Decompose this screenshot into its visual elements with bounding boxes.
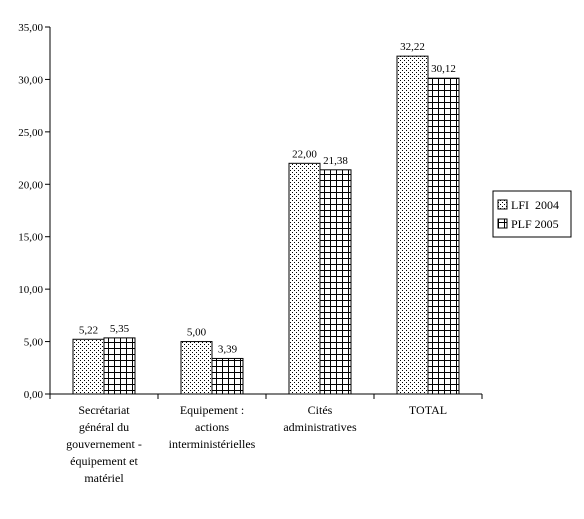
bar <box>103 337 136 395</box>
legend-swatch <box>497 218 508 229</box>
y-tick-label: 10,00 <box>18 284 43 296</box>
bar <box>211 357 244 395</box>
data-label: 3,39 <box>218 343 238 355</box>
data-label: 21,38 <box>323 155 348 167</box>
bar <box>319 169 352 395</box>
y-tick-label: 15,00 <box>18 232 43 244</box>
axis-layer: 0,00 5,00 10,00 15,00 20,00 25,00 30,00 35,00 Se… <box>18 22 483 485</box>
x-category-label-line: TOTAL <box>409 403 447 417</box>
data-label: 32,22 <box>400 41 425 53</box>
legend-label: LFI 2004 <box>511 198 559 212</box>
x-category-label-line: général du <box>79 420 129 434</box>
y-tick-label: 0,00 <box>24 389 44 401</box>
bar <box>180 341 213 395</box>
y-tick-label: 30,00 <box>18 74 43 86</box>
x-category-label-line: Cités <box>308 403 333 417</box>
x-category-label-line: actions <box>195 420 229 434</box>
x-category-label-line: gouvernement - <box>66 437 142 451</box>
y-tick-label: 25,00 <box>18 127 43 139</box>
legend-box <box>492 190 572 238</box>
data-label: 5,00 <box>187 327 207 339</box>
x-category-label: Cités administratives <box>283 403 357 434</box>
x-category-label-line: Secrétariat <box>78 403 130 417</box>
x-category-label: Secrétariat général du gouvernement - équip… <box>66 403 142 485</box>
data-label: 30,12 <box>431 63 456 75</box>
legend-swatch <box>497 199 508 210</box>
x-category-label-line: matériel <box>84 471 124 485</box>
bars-layer <box>72 55 460 395</box>
x-category-label: Equipement : actions interministérielles <box>169 403 256 451</box>
data-labels-layer: 5,22 5,35 5,00 3,39 22,00 21,38 32,22 30,12 <box>79 41 456 355</box>
x-category-label-line: Equipement : <box>180 403 244 417</box>
data-label: 5,22 <box>79 324 98 336</box>
y-tick-label: 5,00 <box>24 337 44 349</box>
y-tick-label: 20,00 <box>18 179 43 191</box>
bar <box>72 338 105 395</box>
legend-label: PLF 2005 <box>511 217 559 231</box>
bar <box>396 55 429 395</box>
bar <box>427 77 460 395</box>
y-tick-label: 35,00 <box>18 22 43 34</box>
bar <box>288 162 321 395</box>
x-category-label: TOTAL <box>409 403 447 417</box>
data-label: 5,35 <box>110 323 130 335</box>
x-category-label-line: interministérielles <box>169 437 256 451</box>
x-category-label-line: équipement et <box>70 454 138 468</box>
legend: LFI 2004 PLF 2005 <box>492 190 572 238</box>
x-category-label-line: administratives <box>283 420 357 434</box>
data-label: 22,00 <box>292 148 317 160</box>
